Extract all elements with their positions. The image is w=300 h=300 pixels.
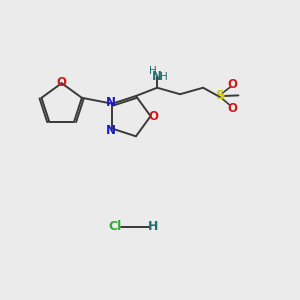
Text: H: H: [148, 220, 158, 233]
Text: Cl: Cl: [108, 220, 121, 233]
Text: N: N: [152, 70, 162, 83]
Text: S: S: [216, 89, 226, 103]
Text: H: H: [160, 71, 167, 82]
Text: O: O: [227, 102, 237, 115]
Text: O: O: [57, 76, 67, 89]
Text: N: N: [106, 96, 116, 109]
Text: O: O: [148, 110, 158, 123]
Text: H: H: [148, 66, 156, 76]
Text: O: O: [227, 78, 237, 91]
Text: N: N: [106, 124, 116, 136]
